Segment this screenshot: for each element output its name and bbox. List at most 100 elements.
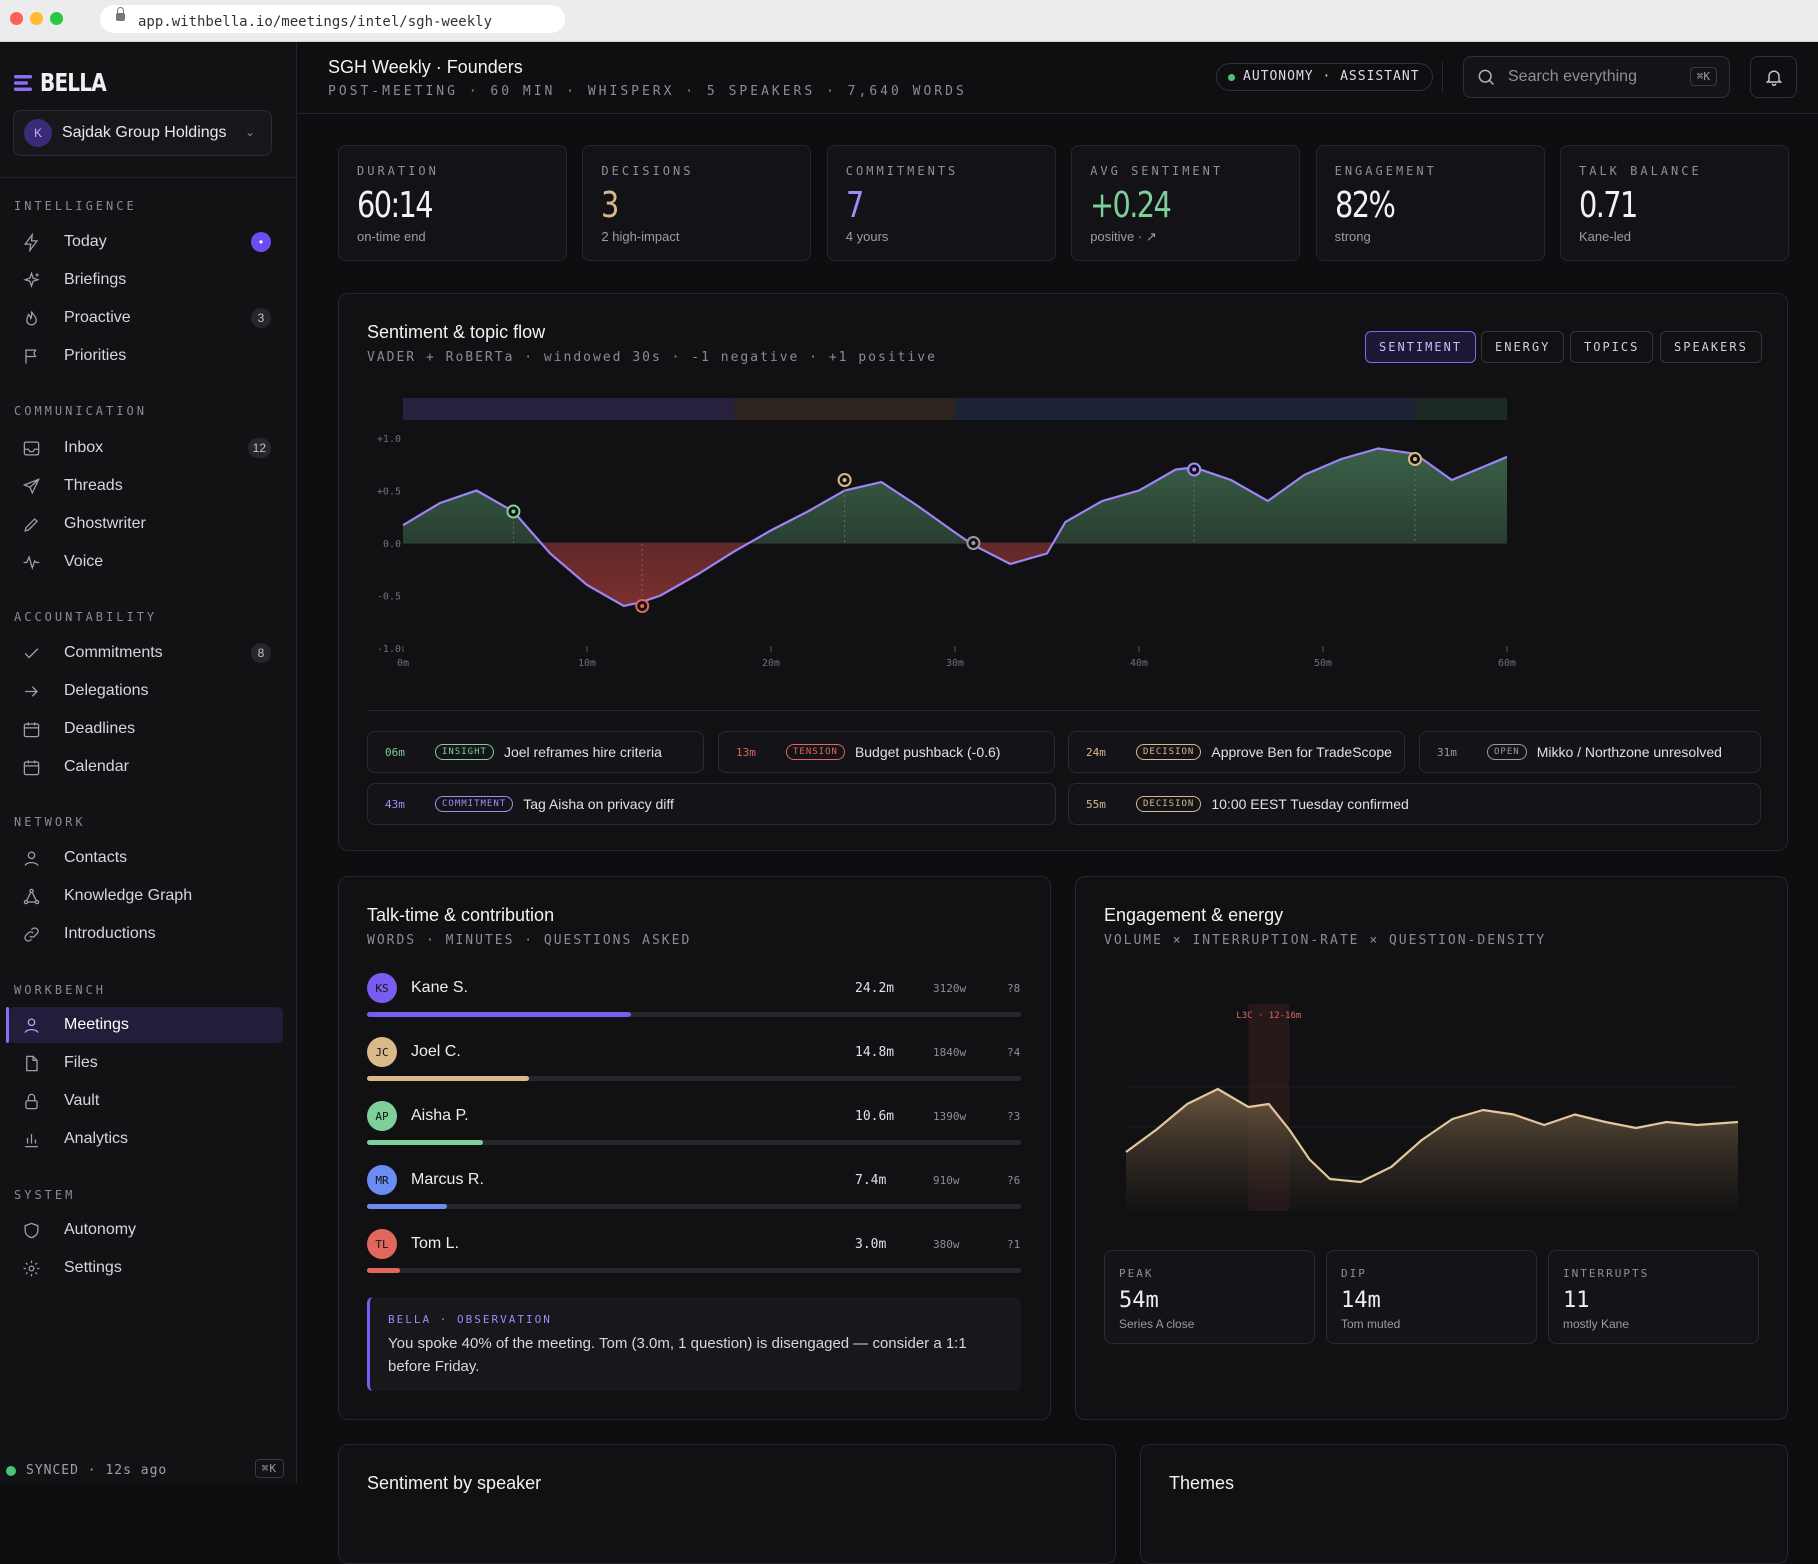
flag-icon bbox=[20, 345, 42, 367]
kpi-sub: 2 high-impact bbox=[601, 229, 680, 244]
sidebar-item-label: Autonomy bbox=[64, 1221, 137, 1238]
sidebar-item-proactive[interactable]: Proactive 3 bbox=[8, 300, 283, 336]
kpi-sub: positive · ↗ bbox=[1090, 229, 1157, 244]
sidebar-item-vault[interactable]: Vault bbox=[8, 1083, 283, 1119]
talktime-bar-track bbox=[367, 1204, 1021, 1209]
sidebar-item-analytics[interactable]: Analytics bbox=[8, 1121, 283, 1157]
gear-icon bbox=[20, 1257, 42, 1279]
speaker-minutes: 24.2m bbox=[855, 981, 895, 996]
y-tick-label: 0.0 bbox=[383, 539, 401, 550]
sidebar-item-priorities[interactable]: Priorities bbox=[8, 338, 283, 374]
minimize-window-button[interactable] bbox=[30, 12, 43, 25]
kpi-label: AVG SENTIMENT bbox=[1090, 164, 1224, 178]
speaker-row[interactable]: JC Joel C. 14.8m 1840w ?4 bbox=[367, 1037, 1021, 1089]
sidebar-item-commitments[interactable]: Commitments 8 bbox=[8, 635, 283, 671]
sidebar-item-threads[interactable]: Threads bbox=[8, 468, 283, 504]
event-item[interactable]: 13m TENSION Budget pushback (-0.6) bbox=[718, 731, 1055, 773]
sidebar-item-autonomy[interactable]: Autonomy bbox=[8, 1212, 283, 1248]
sidebar-item-meetings[interactable]: Meetings bbox=[6, 1007, 283, 1043]
topic-band[interactable] bbox=[1415, 398, 1507, 420]
today-badge: • bbox=[251, 232, 271, 252]
tab-energy[interactable]: ENERGY bbox=[1481, 331, 1565, 363]
event-item[interactable]: 06m INSIGHT Joel reframes hire criteria bbox=[367, 731, 704, 773]
speaker-name: Aisha P. bbox=[411, 1107, 469, 1124]
sidebar-item-deadlines[interactable]: Deadlines bbox=[8, 711, 283, 747]
speaker-row[interactable]: AP Aisha P. 10.6m 1390w ?3 bbox=[367, 1101, 1021, 1153]
sidebar-item-briefings[interactable]: Briefings bbox=[8, 262, 283, 298]
autonomy-pill[interactable]: AUTONOMY · ASSISTANT bbox=[1216, 63, 1433, 91]
sidebar-item-label: Vault bbox=[64, 1092, 100, 1109]
x-tick-label: 50m bbox=[1314, 658, 1332, 669]
topic-band[interactable] bbox=[734, 398, 955, 420]
logo[interactable]: BELLA bbox=[14, 68, 122, 97]
kpi-value: 3 bbox=[601, 185, 619, 226]
tab-sentiment[interactable]: SENTIMENT bbox=[1365, 331, 1477, 363]
topic-band[interactable] bbox=[403, 398, 735, 420]
notifications-button[interactable] bbox=[1750, 56, 1797, 98]
speaker-words: 1390w bbox=[933, 1110, 967, 1123]
speaker-name: Tom L. bbox=[411, 1235, 460, 1252]
sidebar-item-introductions[interactable]: Introductions bbox=[8, 916, 283, 952]
user-icon bbox=[20, 847, 42, 869]
event-item[interactable]: 55m DECISION 10:00 EEST Tuesday confirmed bbox=[1068, 783, 1761, 825]
speaker-row[interactable]: MR Marcus R. 7.4m 910w ?6 bbox=[367, 1165, 1021, 1217]
tab-topics[interactable]: TOPICS bbox=[1570, 331, 1654, 363]
org-switcher[interactable]: K Sajdak Group Holdings ⌄ bbox=[13, 110, 272, 156]
event-time: 24m bbox=[1086, 745, 1106, 759]
panel-title: Sentiment & topic flow bbox=[367, 322, 546, 342]
close-window-button[interactable] bbox=[10, 12, 23, 25]
kpi-card: DURATION 60:14 on-time end bbox=[338, 145, 567, 261]
maximize-window-button[interactable] bbox=[50, 12, 63, 25]
sidebar-item-label: Inbox bbox=[64, 439, 104, 456]
search-placeholder: Search everything bbox=[1508, 68, 1637, 85]
event-item[interactable]: 43m COMMITMENT Tag Aisha on privacy diff bbox=[367, 783, 1056, 825]
topic-band[interactable] bbox=[955, 398, 1415, 420]
kpi-value: 82% bbox=[1334, 185, 1396, 226]
energy-line bbox=[1125, 1087, 1739, 1184]
engagement-panel: Engagement & energy VOLUME × INTERRUPTIO… bbox=[1075, 876, 1788, 1420]
event-marker-dot bbox=[511, 509, 516, 514]
sidebar-item-calendar[interactable]: Calendar bbox=[8, 749, 283, 785]
tab-speakers[interactable]: SPEAKERS bbox=[1660, 331, 1762, 363]
stat-card: DIP 14m Tom muted bbox=[1326, 1250, 1537, 1344]
speaker-row[interactable]: KS Kane S. 24.2m 3120w ?8 bbox=[367, 973, 1021, 1025]
sidebar-item-contacts[interactable]: Contacts bbox=[8, 840, 283, 876]
speaker-row[interactable]: TL Tom L. 3.0m 380w ?1 bbox=[367, 1229, 1021, 1281]
event-marker-dot bbox=[971, 541, 976, 545]
divider bbox=[367, 710, 1761, 711]
page-subtitle: POST-MEETING · 60 MIN · WHISPERX · 5 SPE… bbox=[328, 84, 967, 99]
stat-card: INTERRUPTS 11 mostly Kane bbox=[1548, 1250, 1759, 1344]
shortcut-hint[interactable]: ⌘K bbox=[254, 1459, 284, 1478]
kpi-sub: Kane-led bbox=[1579, 229, 1632, 244]
event-item[interactable]: 31m OPEN Mikko / Northzone unresolved bbox=[1419, 731, 1761, 773]
search-input[interactable]: Search everything ⌘K bbox=[1463, 56, 1730, 98]
panel-title: Engagement & energy bbox=[1104, 905, 1284, 925]
event-text: 10:00 EEST Tuesday confirmed bbox=[1211, 796, 1409, 812]
event-tag: OPEN bbox=[1487, 744, 1527, 760]
sidebar-item-today[interactable]: Today • bbox=[8, 224, 283, 260]
url-bar[interactable]: app.withbella.io/meetings/intel/sgh-week… bbox=[100, 5, 565, 33]
event-item[interactable]: 24m DECISION Approve Ben for TradeScope bbox=[1068, 731, 1405, 773]
panel-title: Talk-time & contribution bbox=[367, 905, 555, 925]
avatar: KS bbox=[367, 973, 397, 1003]
sidebar-item-settings[interactable]: Settings bbox=[8, 1250, 283, 1286]
y-tick-label: +0.5 bbox=[377, 487, 401, 498]
sidebar-item-knowledge-graph[interactable]: Knowledge Graph bbox=[8, 878, 283, 914]
kpi-label: ENGAGEMENT bbox=[1334, 164, 1437, 178]
sidebar-item-inbox[interactable]: Inbox 12 bbox=[8, 430, 283, 466]
kpi-card: TALK BALANCE 0.71 Kane-led bbox=[1560, 145, 1789, 261]
file-icon bbox=[20, 1052, 42, 1074]
speaker-name: Joel C. bbox=[411, 1043, 461, 1060]
waveform-icon bbox=[20, 551, 42, 573]
inbox-icon bbox=[20, 437, 42, 459]
observation-text: You spoke 40% of the meeting. Tom (3.0m,… bbox=[388, 1335, 967, 1375]
stat-sub: Tom muted bbox=[1341, 1317, 1401, 1331]
chevron-down-icon: ⌄ bbox=[244, 125, 255, 139]
sidebar-item-files[interactable]: Files bbox=[8, 1045, 283, 1081]
sidebar-item-voice[interactable]: Voice bbox=[8, 544, 283, 580]
section-workbench: WORKBENCH bbox=[14, 983, 107, 997]
section-accountability: ACCOUNTABILITY bbox=[14, 610, 158, 624]
sidebar-item-label: Deadlines bbox=[64, 720, 136, 737]
sidebar-item-delegations[interactable]: Delegations bbox=[8, 673, 283, 709]
sidebar-item-ghostwriter[interactable]: Ghostwriter bbox=[8, 506, 283, 542]
